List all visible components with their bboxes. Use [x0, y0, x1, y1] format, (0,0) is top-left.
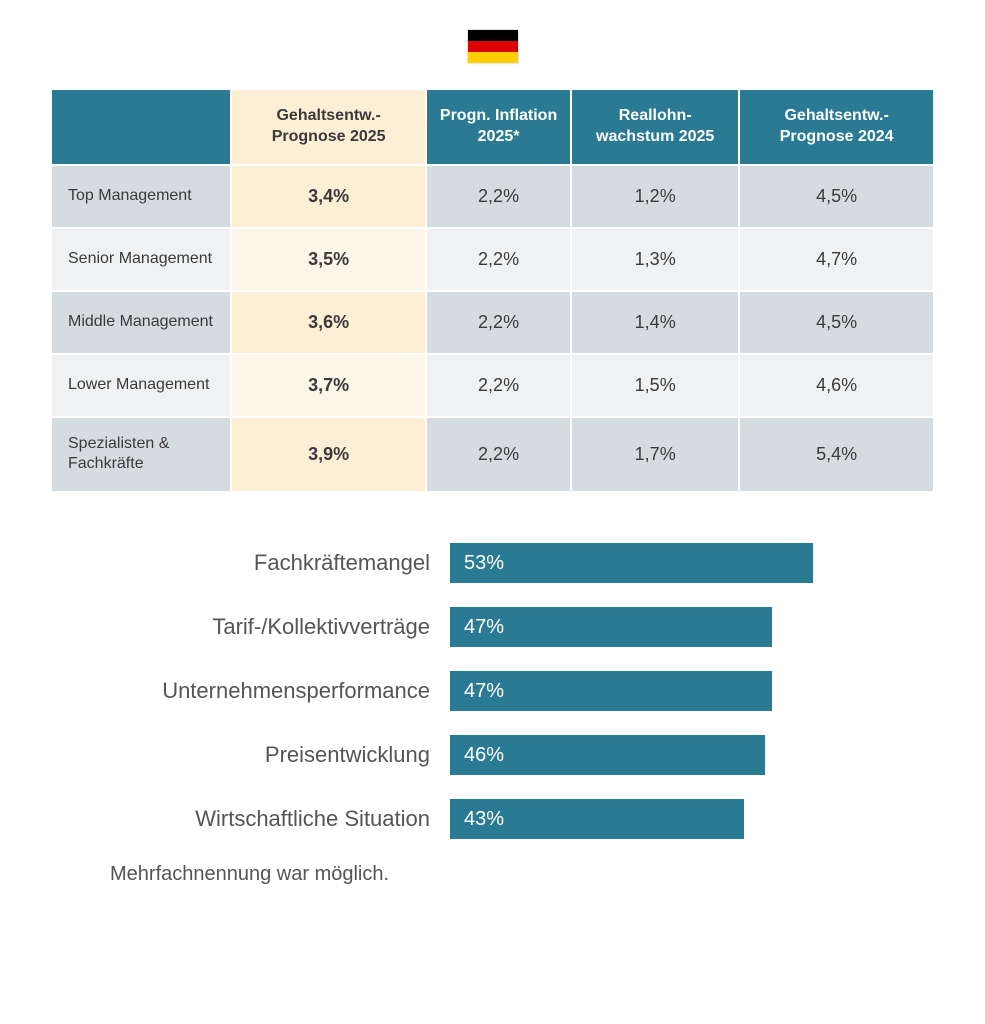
row-label: Senior Management [52, 229, 230, 290]
bar-fill: 47% [450, 607, 772, 647]
flag-stripe-gold [468, 52, 518, 63]
bar-row: Tarif-/Kollektivverträge47% [90, 607, 895, 647]
table-cell: 1,7% [572, 418, 738, 492]
bar-row: Wirtschaftliche Situation43% [90, 799, 895, 839]
table-cell: 2,2% [427, 229, 570, 290]
bar-chart: Fachkräftemangel53% Tarif-/Kollektivvertr… [50, 543, 935, 839]
table-cell: 2,2% [427, 418, 570, 492]
table-row: Senior Management3,5%2,2%1,3%4,7% [52, 229, 933, 290]
table-cell: 1,5% [572, 355, 738, 416]
bar-row: Preisentwicklung46% [90, 735, 895, 775]
bar-track: 47% [450, 671, 895, 711]
table-cell: 4,6% [740, 355, 933, 416]
table-header-cell: Reallohn-wachstum 2025 [572, 90, 738, 164]
table-header-cell: Gehaltsentw.-Prognose 2024 [740, 90, 933, 164]
table-cell: 1,4% [572, 292, 738, 353]
germany-flag-icon [468, 30, 518, 63]
table-header-cell: Gehaltsentw.-Prognose 2025 [232, 90, 425, 164]
row-label: Top Management [52, 166, 230, 227]
bar-track: 53% [450, 543, 895, 583]
table-cell: 3,9% [232, 418, 425, 492]
salary-table: Gehaltsentw.-Prognose 2025Progn. Inflati… [50, 88, 935, 493]
bar-label: Tarif-/Kollektivverträge [90, 614, 450, 640]
flag-stripe-red [468, 41, 518, 52]
chart-footnote: Mehrfachnennung war möglich. [50, 863, 935, 886]
bar-fill: 47% [450, 671, 772, 711]
row-label: Spezialisten & Fachkräfte [52, 418, 230, 492]
table-cell: 4,7% [740, 229, 933, 290]
bar-fill: 43% [450, 799, 744, 839]
table-cell: 3,4% [232, 166, 425, 227]
bar-label: Wirtschaftliche Situation [90, 806, 450, 832]
bar-track: 43% [450, 799, 895, 839]
flag-container [50, 30, 935, 63]
table-row: Lower Management3,7%2,2%1,5%4,6% [52, 355, 933, 416]
bar-track: 47% [450, 607, 895, 647]
table: Gehaltsentw.-Prognose 2025Progn. Inflati… [50, 88, 935, 493]
table-cell: 2,2% [427, 355, 570, 416]
table-header-cell: Progn. Inflation 2025* [427, 90, 570, 164]
bar-fill: 46% [450, 735, 765, 775]
table-cell: 1,3% [572, 229, 738, 290]
bar-track: 46% [450, 735, 895, 775]
bar-label: Fachkräftemangel [90, 550, 450, 576]
bar-fill: 53% [450, 543, 813, 583]
table-cell: 2,2% [427, 292, 570, 353]
bar-row: Fachkräftemangel53% [90, 543, 895, 583]
table-header-row: Gehaltsentw.-Prognose 2025Progn. Inflati… [52, 90, 933, 164]
row-label: Lower Management [52, 355, 230, 416]
table-row: Middle Management3,6%2,2%1,4%4,5% [52, 292, 933, 353]
table-row: Top Management3,4%2,2%1,2%4,5% [52, 166, 933, 227]
table-cell: 3,6% [232, 292, 425, 353]
table-cell: 1,2% [572, 166, 738, 227]
table-row: Spezialisten & Fachkräfte3,9%2,2%1,7%5,4… [52, 418, 933, 492]
table-cell: 2,2% [427, 166, 570, 227]
bar-row: Unternehmensperformance47% [90, 671, 895, 711]
table-body: Top Management3,4%2,2%1,2%4,5%Senior Man… [52, 166, 933, 492]
table-cell: 4,5% [740, 166, 933, 227]
table-cell: 4,5% [740, 292, 933, 353]
table-cell: 3,5% [232, 229, 425, 290]
row-label: Middle Management [52, 292, 230, 353]
table-header-empty [52, 90, 230, 164]
bar-label: Unternehmensperformance [90, 678, 450, 704]
table-cell: 3,7% [232, 355, 425, 416]
table-head: Gehaltsentw.-Prognose 2025Progn. Inflati… [52, 90, 933, 164]
flag-stripe-black [468, 30, 518, 41]
table-cell: 5,4% [740, 418, 933, 492]
bar-label: Preisentwicklung [90, 742, 450, 768]
